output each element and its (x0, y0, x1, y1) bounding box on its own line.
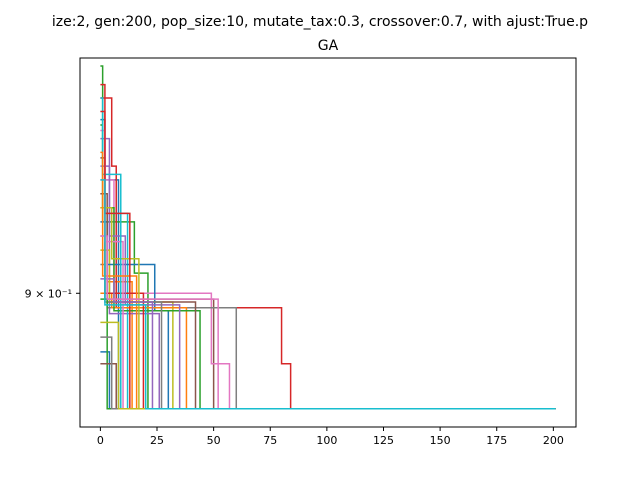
y-axis: 9 × 10⁻¹ (25, 287, 80, 300)
x-tick-label: 100 (316, 434, 337, 447)
series-line-15 (100, 165, 556, 410)
x-tick-label: 50 (207, 434, 221, 447)
series-line-11 (100, 221, 556, 410)
y-tick-label: 9 × 10⁻¹ (25, 287, 72, 300)
x-axis: 0 25 50 75 100 125 150 175 200 (97, 427, 564, 447)
series-layer (100, 65, 556, 410)
x-tick-label: 175 (486, 434, 507, 447)
chart-suptitle: ize:2, gen:200, pop_size:10, mutate_tax:… (52, 14, 588, 30)
x-tick-label: 200 (543, 434, 564, 447)
series-line-7 (100, 179, 556, 410)
x-tick-label: 125 (373, 434, 394, 447)
plot-frame (79, 57, 577, 428)
chart-title: GA (318, 38, 339, 54)
x-tick-label: 75 (263, 434, 277, 447)
x-tick-label: 25 (150, 434, 164, 447)
series-line-30 (100, 179, 556, 410)
x-tick-label: 0 (97, 434, 104, 447)
x-tick-label: 150 (430, 434, 451, 447)
series-line-3 (100, 65, 556, 410)
